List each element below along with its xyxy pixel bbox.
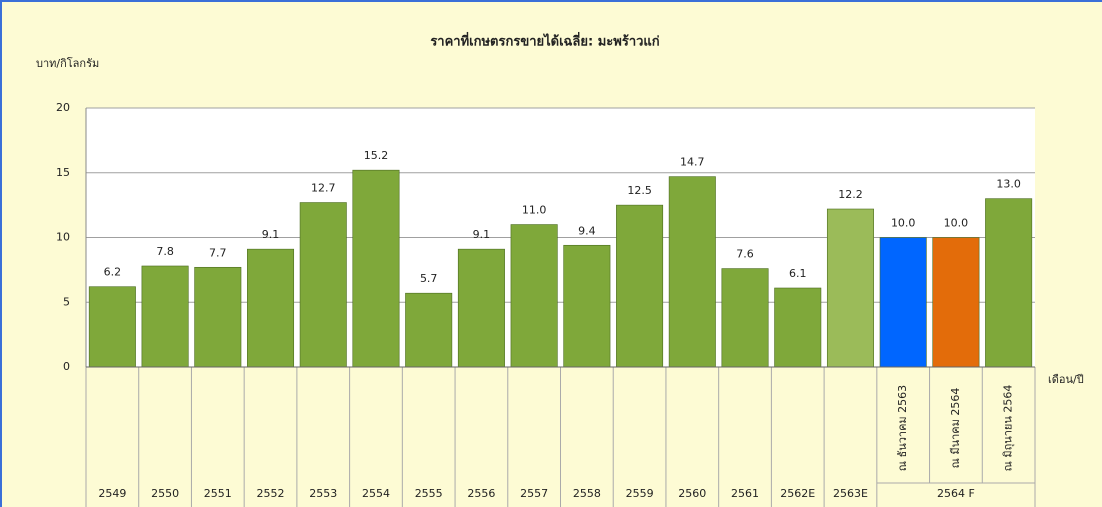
x-tick-label: ณ ธันวาคม 2563 — [896, 385, 909, 471]
y-tick-label: 15 — [56, 166, 70, 179]
y-axis-label: บาท/กิโลกรัม — [36, 56, 99, 70]
value-label: 7.8 — [156, 245, 174, 258]
chart-title: ราคาที่เกษตรกรขายได้เฉลี่ย: มะพร้าวแก่ — [430, 32, 659, 50]
value-label: 15.2 — [364, 149, 389, 162]
bar — [668, 176, 716, 368]
bar — [774, 287, 822, 368]
value-label: 13.0 — [996, 178, 1021, 191]
value-label: 12.7 — [311, 182, 336, 195]
x-tick-label: 2560 — [678, 487, 706, 500]
bar — [247, 248, 295, 368]
y-tick-label: 0 — [63, 360, 70, 373]
bar — [352, 169, 400, 368]
y-tick-label: 5 — [63, 295, 70, 308]
bar — [563, 244, 611, 368]
x-tick-label: 2558 — [573, 487, 601, 500]
value-label: 9.4 — [578, 224, 596, 237]
x-tick-label: 2562E — [780, 487, 815, 500]
bar — [721, 268, 769, 368]
x-axis-label: เดือน/ปี — [1048, 373, 1084, 386]
bar — [299, 202, 347, 368]
x-tick-label: 2561 — [731, 487, 759, 500]
x-tick-label: 2554 — [362, 487, 390, 500]
value-label: 6.2 — [104, 266, 122, 279]
x-tick-label: 2551 — [204, 487, 232, 500]
value-label: 9.1 — [473, 228, 491, 241]
bar — [405, 292, 453, 368]
bar — [826, 208, 874, 368]
x-tick-label: 2549 — [98, 487, 126, 500]
bar — [141, 265, 189, 368]
value-label: 14.7 — [680, 156, 705, 169]
y-tick-label: 10 — [56, 231, 70, 244]
bar — [932, 237, 980, 368]
value-label: 12.2 — [838, 188, 863, 201]
x-tick-label: ณ มีนาคม 2564 — [949, 388, 962, 469]
bar — [457, 248, 505, 368]
x-tick-label: 2552 — [257, 487, 285, 500]
bar — [879, 237, 927, 368]
value-label: 6.1 — [789, 267, 807, 280]
value-label: 9.1 — [262, 228, 280, 241]
value-label: 12.5 — [627, 184, 652, 197]
value-label: 7.7 — [209, 246, 227, 259]
bar — [510, 224, 558, 368]
value-label: 11.0 — [522, 204, 547, 217]
y-tick-label: 20 — [56, 101, 70, 114]
x-tick-label: 2563E — [833, 487, 868, 500]
bar — [616, 204, 664, 368]
x-tick-label: 2553 — [309, 487, 337, 500]
x-tick-label: ณ มิถุนายน 2564 — [1002, 385, 1015, 472]
value-label: 5.7 — [420, 272, 438, 285]
bar — [88, 286, 136, 368]
value-label: 7.6 — [736, 248, 754, 261]
x-tick-label: 2550 — [151, 487, 179, 500]
value-label: 10.0 — [891, 217, 916, 230]
group-label: 2564 F — [937, 487, 975, 500]
value-label: 10.0 — [944, 217, 969, 230]
bar — [985, 198, 1033, 368]
bar — [194, 266, 242, 368]
x-tick-label: 2556 — [467, 487, 495, 500]
x-tick-label: 2559 — [626, 487, 654, 500]
x-tick-label: 2557 — [520, 487, 548, 500]
x-tick-label: 2555 — [415, 487, 443, 500]
